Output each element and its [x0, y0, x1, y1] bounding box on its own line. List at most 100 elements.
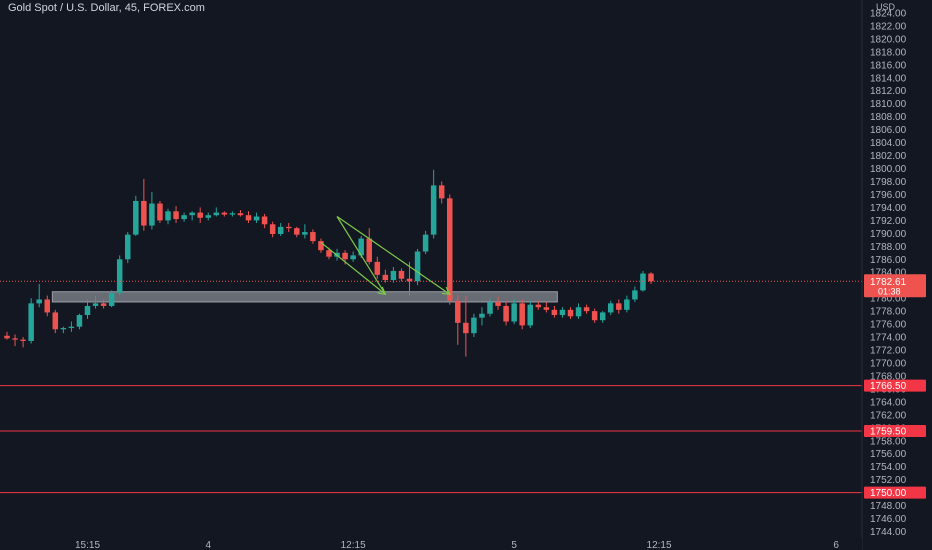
- price-tick-label: 1814.00: [870, 73, 907, 84]
- candle: [567, 307, 574, 319]
- candle: [463, 295, 469, 357]
- current-price-badge-bg: [864, 274, 926, 298]
- candle: [92, 295, 99, 309]
- candle-body: [519, 303, 525, 326]
- time-axis[interactable]: 15:15 4 12:15 5 12:15 6: [0, 538, 862, 550]
- candle-body: [366, 238, 372, 262]
- candle-body: [495, 302, 501, 306]
- candle-body: [253, 216, 260, 221]
- price-tick-label: 1802.00: [870, 151, 907, 162]
- time-tick-label: 12:15: [647, 540, 672, 550]
- candle-body: [640, 273, 646, 291]
- candle-body: [245, 215, 252, 221]
- candle: [519, 299, 525, 330]
- candle: [471, 313, 477, 338]
- price-tick-label: 1784.00: [870, 268, 907, 279]
- candle: [12, 334, 18, 347]
- price-tick-label: 1770.00: [870, 358, 907, 369]
- candle-body: [374, 261, 381, 275]
- candle: [487, 298, 493, 317]
- candle: [60, 326, 67, 334]
- candle: [84, 299, 91, 319]
- candle-body: [455, 300, 461, 323]
- candle: [599, 311, 606, 323]
- candle: [616, 299, 622, 314]
- candle: [310, 229, 316, 244]
- candle: [535, 300, 542, 310]
- time-tick-label: 4: [205, 540, 211, 550]
- candle: [479, 307, 485, 326]
- candle-body: [4, 335, 10, 339]
- time-tick-label: 6: [833, 540, 839, 550]
- candle-body: [277, 226, 284, 234]
- candle: [591, 308, 598, 323]
- candle-body: [551, 309, 558, 316]
- price-tick-label: 1776.00: [870, 320, 907, 331]
- candle-body: [149, 203, 155, 226]
- candle: [76, 313, 83, 330]
- candle-body: [608, 303, 614, 313]
- candle-body: [447, 198, 453, 301]
- candle-body: [213, 212, 220, 216]
- time-tick-label: 12:15: [341, 540, 366, 550]
- candle: [277, 222, 284, 236]
- candle: [648, 272, 654, 284]
- candle: [229, 211, 236, 217]
- support-level-badge-bg: [864, 486, 926, 499]
- candle: [575, 303, 582, 319]
- candle: [455, 294, 461, 345]
- candle-body: [60, 327, 67, 330]
- price-tick-label: 1786.00: [870, 255, 907, 266]
- currency-label: USD: [876, 2, 896, 12]
- candle: [197, 207, 203, 223]
- zigzag-drawing[interactable]: [320, 216, 451, 295]
- candle: [318, 238, 324, 253]
- candle-body: [390, 270, 397, 281]
- candle-body: [310, 232, 316, 242]
- candle: [390, 267, 397, 283]
- countdown-label: 01:38: [878, 286, 901, 296]
- candle-body: [237, 213, 244, 216]
- candle: [269, 221, 276, 238]
- candle: [237, 210, 244, 217]
- candle-body: [463, 322, 469, 334]
- candle: [125, 232, 131, 264]
- price-axis[interactable]: 1744.00 1746.00 1748.00 1750.00 1752.00 1754.…: [861, 0, 932, 550]
- candle: [495, 296, 501, 310]
- candle-body: [286, 226, 292, 229]
- support-level-badge[interactable]: 1766.50: [864, 379, 926, 393]
- candle: [100, 299, 107, 309]
- price-tick-label: 1816.00: [870, 60, 907, 71]
- candle-body: [511, 303, 517, 322]
- price-tick-label: 1746.00: [870, 514, 907, 525]
- price-tick-label: 1790.00: [870, 229, 907, 240]
- candle: [181, 212, 187, 222]
- price-tick-label: 1822.00: [870, 21, 907, 32]
- candle-body: [125, 234, 131, 260]
- arrowhead: [441, 286, 451, 295]
- support-level-badge-bg: [864, 379, 926, 392]
- candle: [511, 299, 517, 325]
- support-level-badge[interactable]: 1759.50: [864, 425, 926, 438]
- candle: [149, 191, 155, 230]
- candle-body: [632, 290, 638, 300]
- support-level-badge[interactable]: 1750.00: [864, 486, 926, 500]
- candle: [261, 213, 268, 229]
- candle: [559, 307, 566, 318]
- candle: [350, 251, 356, 262]
- candle: [20, 337, 26, 348]
- candle-body: [599, 312, 606, 321]
- candle: [4, 331, 10, 340]
- candle-body: [221, 212, 228, 215]
- candle-body: [173, 211, 179, 220]
- candle: [157, 200, 163, 223]
- candle: [632, 286, 638, 303]
- candle: [173, 206, 179, 223]
- candle-body: [44, 299, 50, 313]
- price-tick-label: 1778.00: [870, 307, 907, 318]
- support-zone[interactable]: [51, 291, 558, 303]
- price-tick-label: 1804.00: [870, 138, 907, 149]
- candle-body: [430, 185, 437, 235]
- candle-body: [76, 315, 83, 327]
